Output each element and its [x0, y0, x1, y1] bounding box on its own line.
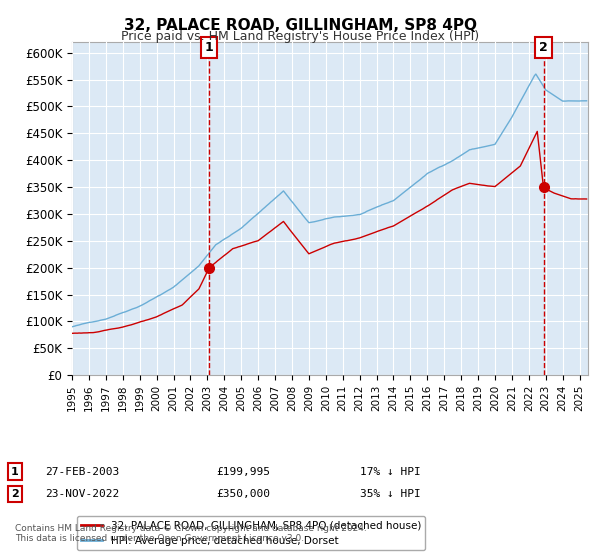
Text: 2: 2: [539, 41, 548, 54]
Text: Contains HM Land Registry data © Crown copyright and database right 2024.
This d: Contains HM Land Registry data © Crown c…: [15, 524, 367, 543]
Text: 17% ↓ HPI: 17% ↓ HPI: [360, 466, 421, 477]
Text: 27-FEB-2003: 27-FEB-2003: [45, 466, 119, 477]
Text: £350,000: £350,000: [216, 489, 270, 499]
Text: 1: 1: [205, 41, 214, 54]
Text: Price paid vs. HM Land Registry's House Price Index (HPI): Price paid vs. HM Land Registry's House …: [121, 30, 479, 43]
Text: 1: 1: [11, 466, 19, 477]
Text: 23-NOV-2022: 23-NOV-2022: [45, 489, 119, 499]
Text: 2: 2: [11, 489, 19, 499]
Text: £199,995: £199,995: [216, 466, 270, 477]
Text: 32, PALACE ROAD, GILLINGHAM, SP8 4PQ: 32, PALACE ROAD, GILLINGHAM, SP8 4PQ: [124, 18, 476, 33]
Legend: 32, PALACE ROAD, GILLINGHAM, SP8 4PQ (detached house), HPI: Average price, detac: 32, PALACE ROAD, GILLINGHAM, SP8 4PQ (de…: [77, 516, 425, 550]
Text: 35% ↓ HPI: 35% ↓ HPI: [360, 489, 421, 499]
